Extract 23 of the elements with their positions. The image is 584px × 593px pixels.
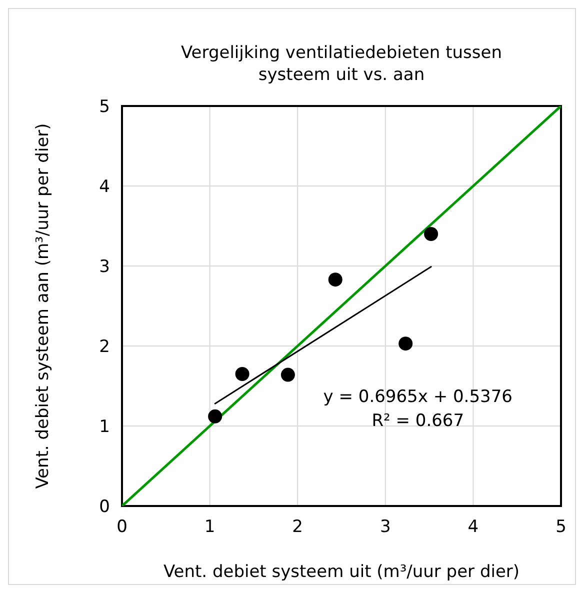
y-tick-label: 0 [99, 497, 110, 517]
x-tick-label: 2 [292, 517, 304, 537]
point [280, 368, 295, 382]
chart-title: Vergelijking ventilatiedebieten tussen systeem uit vs. aan [181, 43, 502, 85]
x-tick-label: 5 [556, 517, 566, 537]
point [328, 272, 342, 287]
y-tick-label: 4 [99, 177, 110, 197]
point [424, 227, 438, 241]
x-tick-label: 3 [380, 517, 391, 537]
y-axis-title: Vent. debiet systeem aan (m³/uur per dier) [33, 123, 53, 489]
y-tick-label: 5 [99, 97, 110, 117]
point [208, 409, 222, 424]
y-tick-label: 1 [99, 417, 110, 437]
x-tick-label: 4 [468, 517, 479, 537]
y-tick-label: 3 [99, 257, 110, 277]
y-tick-label: 2 [99, 337, 110, 357]
point [235, 367, 250, 381]
x-axis-title: Vent. debiet systeem uit (m³/uur per dier) [163, 562, 520, 582]
annotation: R² = 0.667 [372, 411, 464, 431]
annotation: y = 0.6965x + 0.5376 [323, 387, 512, 407]
point [398, 336, 413, 351]
x-tick-label: 1 [204, 517, 216, 537]
x-tick-label: 0 [116, 517, 128, 537]
